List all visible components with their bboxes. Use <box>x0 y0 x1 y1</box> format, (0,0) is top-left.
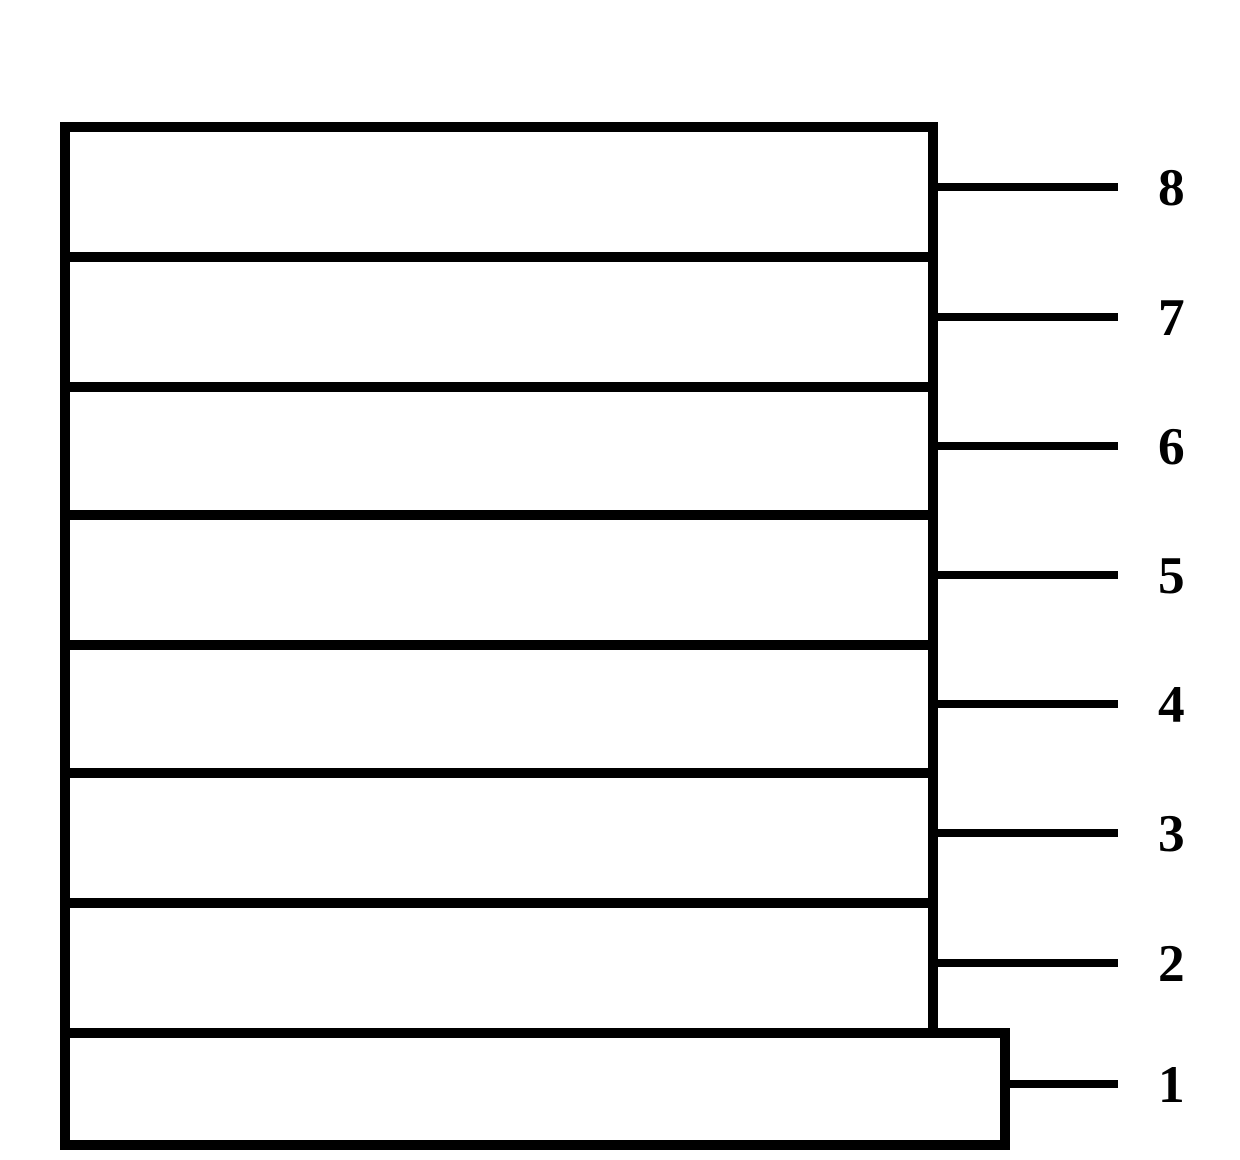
leader-line-4 <box>938 700 1118 708</box>
layer-8 <box>60 122 938 262</box>
layer-label-3: 3 <box>1158 802 1185 864</box>
layer-label-5: 5 <box>1158 544 1185 606</box>
leader-line-1 <box>1010 1080 1118 1088</box>
leader-line-3 <box>938 829 1118 837</box>
leader-line-2 <box>938 959 1118 967</box>
layer-label-8: 8 <box>1158 156 1185 218</box>
layer-stack-diagram: 1 2 3 4 5 6 7 8 <box>0 0 1240 1160</box>
layer-2 <box>60 898 938 1038</box>
layer-label-7: 7 <box>1158 286 1185 348</box>
layer-label-4: 4 <box>1158 673 1185 735</box>
layer-1 <box>60 1028 1010 1150</box>
layer-3 <box>60 768 938 908</box>
layer-label-2: 2 <box>1158 932 1185 994</box>
layer-label-6: 6 <box>1158 415 1185 477</box>
layer-4 <box>60 640 938 778</box>
leader-line-5 <box>938 571 1118 579</box>
layer-6 <box>60 382 938 520</box>
layer-label-1: 1 <box>1158 1053 1185 1115</box>
leader-line-8 <box>938 183 1118 191</box>
leader-line-6 <box>938 442 1118 450</box>
layer-7 <box>60 252 938 392</box>
layer-5 <box>60 510 938 650</box>
leader-line-7 <box>938 313 1118 321</box>
